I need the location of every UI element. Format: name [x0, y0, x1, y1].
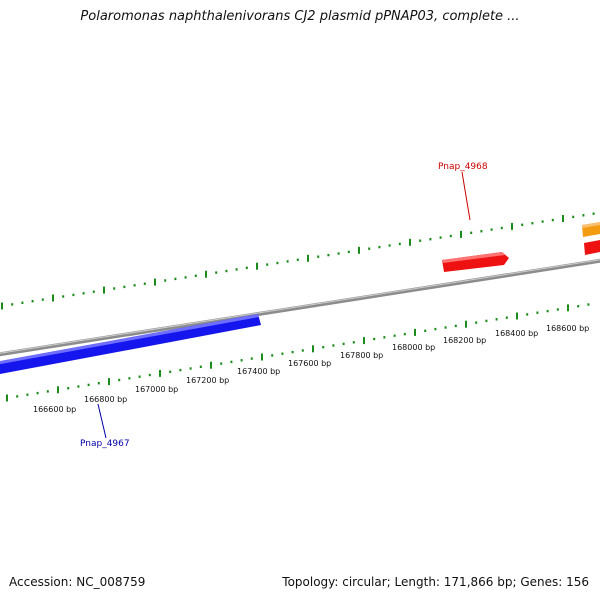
upper-tick-row — [1, 212, 595, 310]
gene-pnap-4968-arrow-top — [442, 252, 505, 263]
gene-pnap-4968-arrow[interactable] — [442, 252, 509, 272]
map-title: Polaromonas naphthalenivorans CJ2 plasmi… — [80, 9, 520, 24]
bp-label: 168600 bp — [546, 324, 589, 333]
bp-label: 168200 bp — [443, 336, 486, 345]
gene-pnap-4967-label[interactable]: Pnap_4967 — [80, 439, 130, 449]
bp-label: 167000 bp — [135, 385, 178, 394]
gene-pnap-4967-leader-line — [97, 403, 107, 439]
accession-text: Accession: NC_008759 — [9, 575, 146, 589]
gene-partial-red-bar[interactable] — [584, 240, 600, 255]
bp-label: 167800 bp — [340, 351, 383, 360]
bp-label: 168000 bp — [392, 343, 435, 352]
gene-pnap-4967-feature[interactable] — [0, 314, 261, 375]
gene-pnap-4968-leader-line — [461, 171, 471, 221]
plasmid-backbone — [0, 258, 600, 357]
bp-label: 167400 bp — [237, 367, 280, 376]
bp-label: 167600 bp — [288, 359, 331, 368]
backbone-highlight — [0, 259, 600, 354]
bp-label: 168400 bp — [495, 329, 538, 338]
gene-pnap-4967-bar[interactable] — [0, 314, 261, 375]
gene-pnap-4967-bar-top — [0, 314, 259, 365]
bp-label: 166600 bp — [33, 405, 76, 414]
gene-pnap-4968-label[interactable]: Pnap_4968 — [438, 162, 488, 172]
gene-partial-orange-bar-top — [582, 222, 600, 228]
gene-pnap-4968-feature[interactable] — [442, 252, 509, 272]
topology-summary-text: Topology: circular; Length: 171,866 bp; … — [282, 575, 589, 589]
bp-label: 167200 bp — [186, 376, 229, 385]
bp-label: 166800 bp — [84, 395, 127, 404]
lower-tick-row — [6, 303, 590, 402]
